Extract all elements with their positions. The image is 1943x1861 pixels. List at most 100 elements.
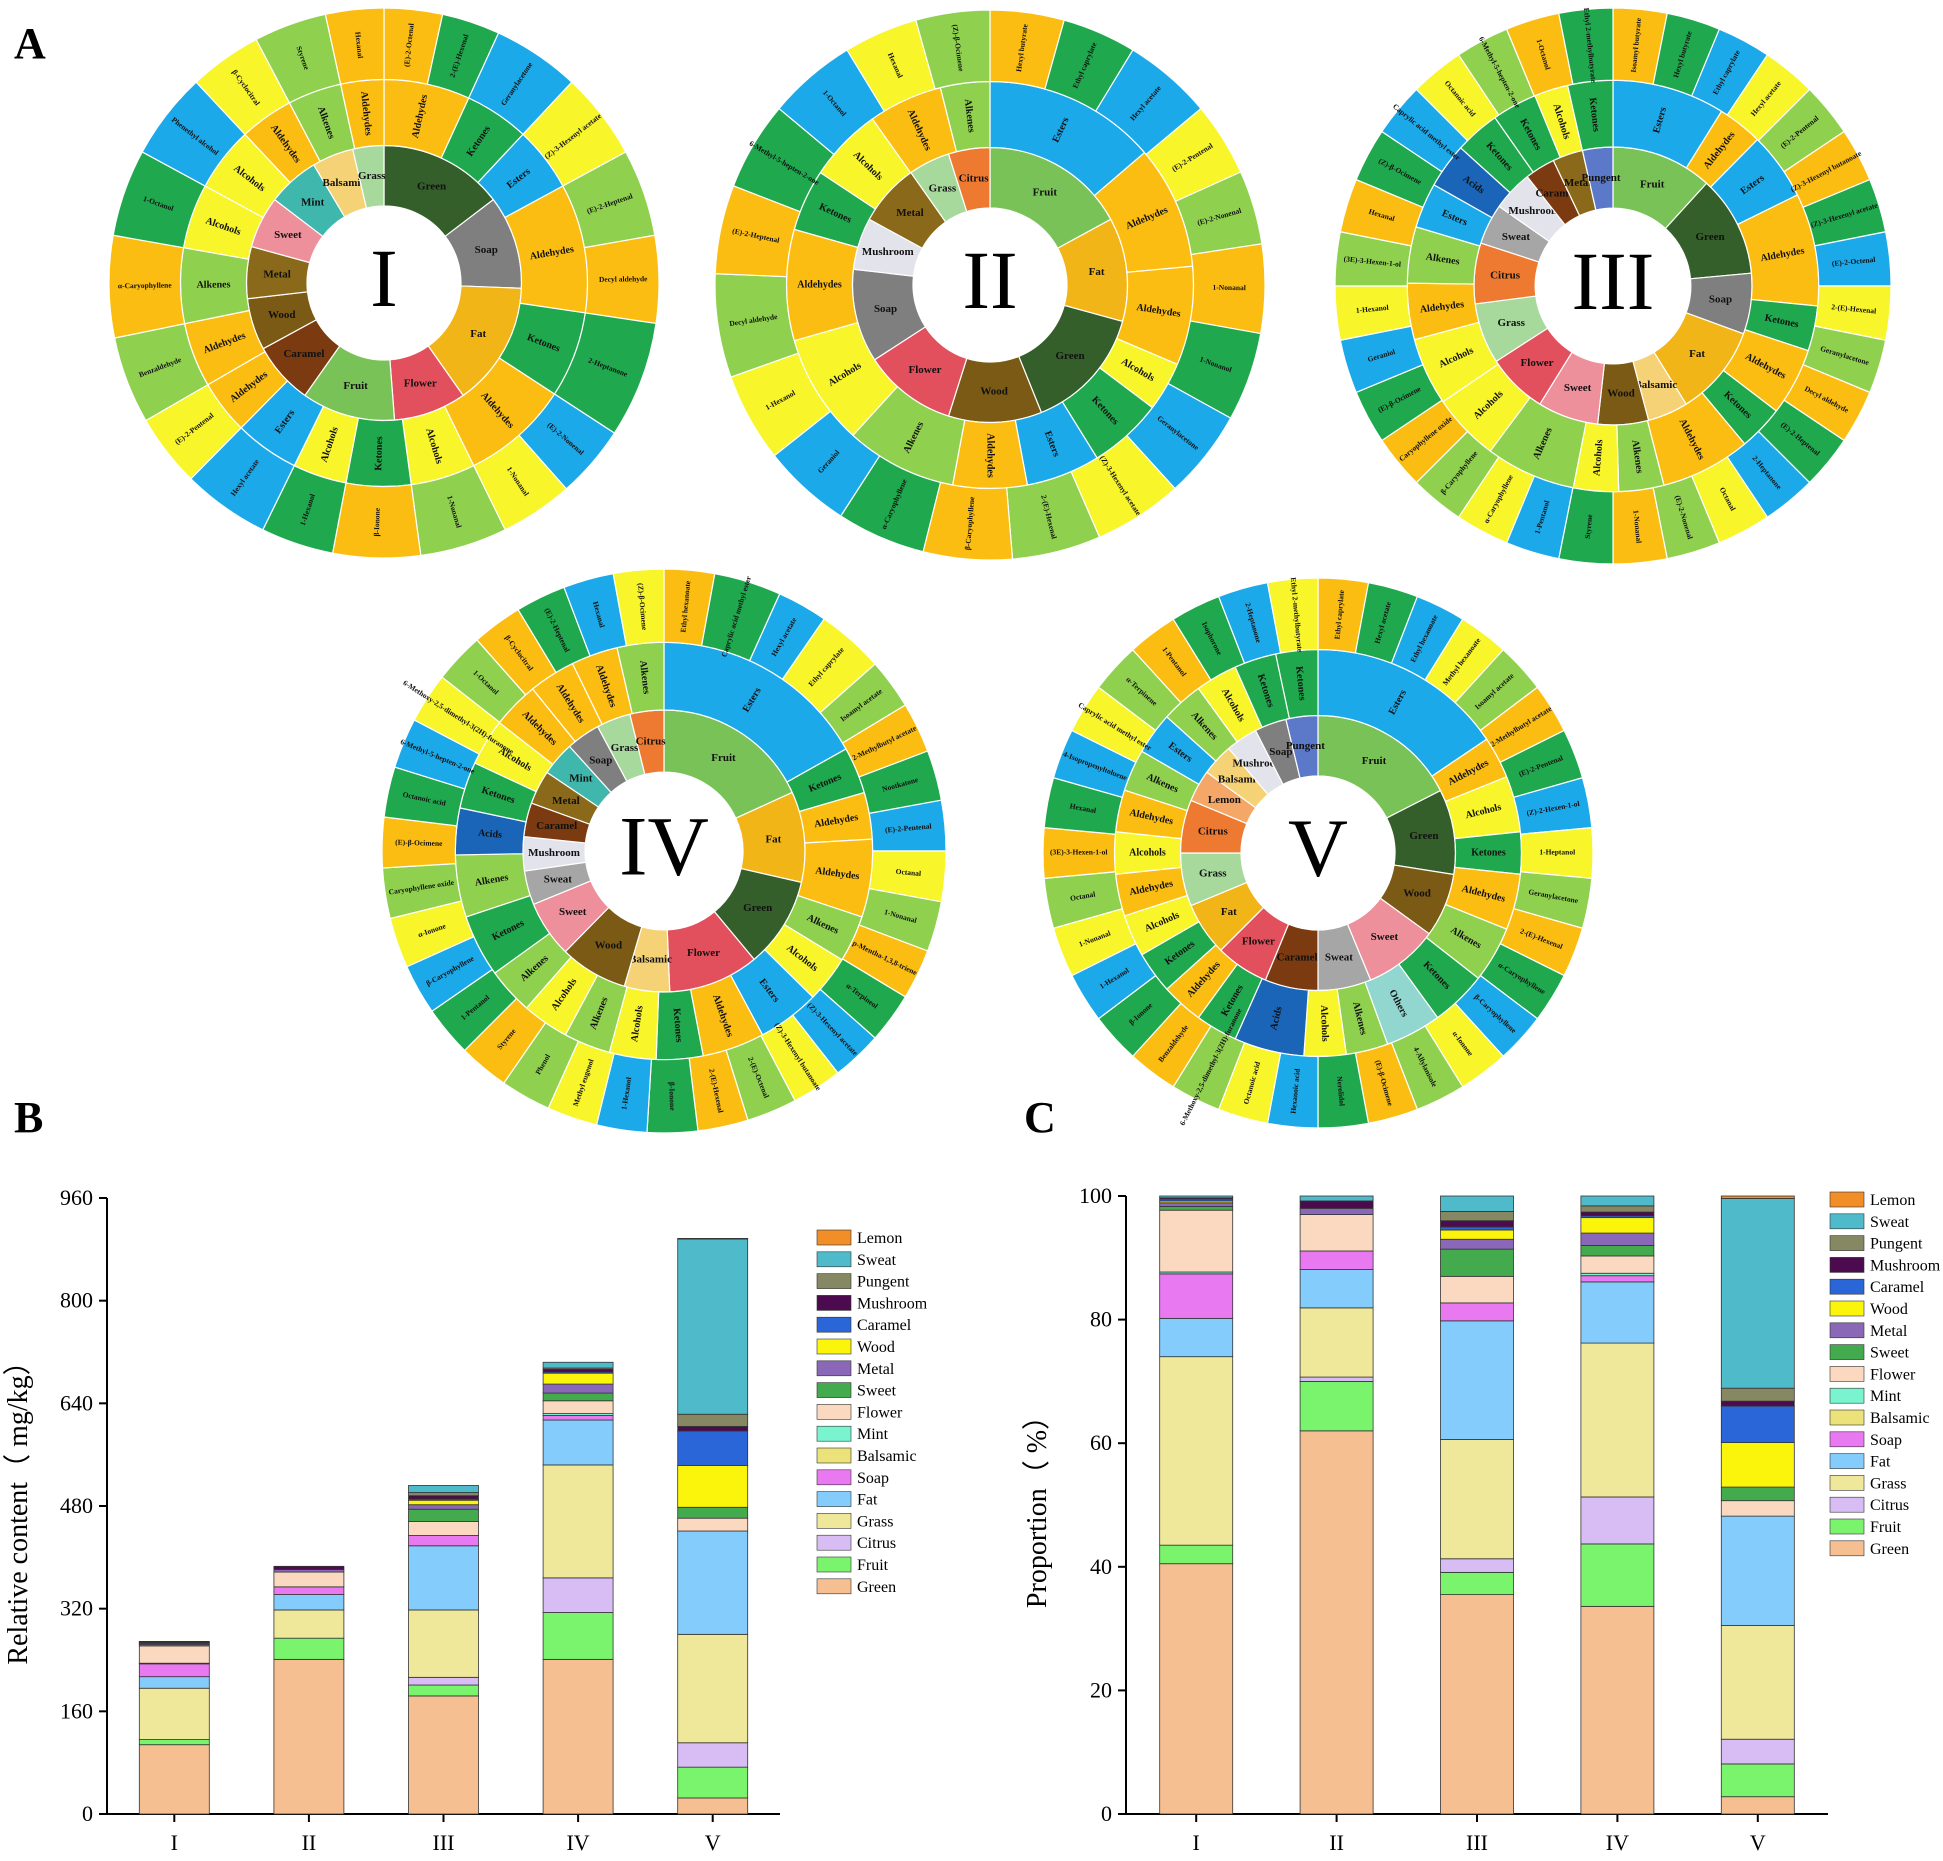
sunburst-label: Wood — [1607, 388, 1635, 400]
bar-sweet-v — [677, 1506, 749, 1519]
legend-swatch-metal — [816, 1360, 852, 1377]
sunburst-label: Mint — [301, 196, 325, 208]
sunburst-label: Mint — [569, 773, 593, 785]
sunburst-label: Acids — [478, 828, 503, 841]
bar-pungent-iii — [408, 1492, 479, 1497]
legend-swatch-wood — [1829, 1300, 1865, 1317]
bar-sweat-iv — [542, 1361, 614, 1369]
bar-mushroom-ii — [273, 1565, 345, 1570]
bar-grass-iii — [408, 1609, 479, 1678]
legend-label-citrus: Citrus — [857, 1535, 896, 1552]
sunburst-label: Soap — [475, 244, 498, 256]
legend-label-balsamic: Balsamic — [857, 1448, 917, 1465]
legend-label-soap: Soap — [857, 1470, 889, 1487]
sunburst-label: Alkenes — [1629, 439, 1645, 474]
bar-grass-iv — [542, 1464, 614, 1579]
sunburst-label: Octanal — [895, 867, 921, 878]
legend-label-fat: Fat — [857, 1492, 878, 1509]
sunburst-label: Metal — [896, 207, 923, 219]
x-tick-label: IV — [566, 1830, 589, 1855]
bar-wood-iv — [542, 1372, 614, 1385]
sunburst-label: Hexanoic acid — [1289, 1067, 1302, 1114]
bar-sweet-iii — [408, 1508, 479, 1522]
sunburst-label: Green — [417, 180, 446, 192]
legend-label-mushroom: Mushroom — [857, 1295, 928, 1312]
bar-grass-i — [1159, 1356, 1234, 1546]
y-tick-label: 0 — [1101, 1801, 1112, 1826]
bar-grass-iii — [1440, 1439, 1514, 1560]
sunburst-label: Flower — [908, 364, 941, 376]
sunburst-label: Styrene — [1583, 513, 1594, 539]
bar-mushroom-i — [138, 1640, 210, 1643]
legend-label-sweat: Sweat — [1870, 1214, 1910, 1231]
sunburst-label: Fruit — [1640, 178, 1665, 190]
legend-swatch-citrus — [1829, 1496, 1865, 1513]
sunburst-label: Green — [1695, 231, 1724, 243]
sunburst-label: Ketones — [1587, 97, 1602, 133]
bar-flower-iv — [542, 1400, 614, 1415]
sunburst-center — [913, 208, 1067, 362]
y-tick-label: 640 — [60, 1390, 93, 1415]
legend-swatch-sweat — [816, 1251, 852, 1268]
bar-fat-ii — [273, 1594, 345, 1611]
bar-green-iii — [408, 1695, 479, 1815]
x-tick-label: II — [1329, 1830, 1344, 1855]
sunburst-label: (Z)-β-Ocimene — [636, 583, 649, 632]
bar-flower-v — [677, 1517, 749, 1532]
sunburst-label: (E)-β-Ocimene — [395, 838, 443, 848]
legend-swatch-metal — [1829, 1322, 1865, 1339]
bar-fat-ii — [1299, 1269, 1374, 1309]
sunburst-label: Nerolidol — [1335, 1076, 1347, 1107]
bar-wood-v — [1720, 1442, 1795, 1488]
sunburst-label: Aldehydes — [358, 91, 374, 136]
sunburst-label: (3E)-3-Hexen-1-ol — [1050, 848, 1107, 857]
bar-mushroom-iii — [408, 1495, 479, 1500]
sunburst-label: Ketones — [373, 436, 385, 471]
x-tick-label: IV — [1606, 1830, 1629, 1855]
legend-label-sweet: Sweet — [857, 1383, 897, 1400]
sunburst-label: Metal — [1564, 177, 1591, 189]
sunburst-label: Sweat — [1502, 231, 1530, 243]
legend-label-pungent: Pungent — [1870, 1236, 1923, 1253]
legend-swatch-mushroom — [1829, 1257, 1865, 1273]
y-tick-label: 960 — [60, 1185, 93, 1210]
panel-label-c: C — [1024, 1093, 1056, 1142]
bar-fruit-i — [138, 1739, 210, 1746]
sunburst-center-label: V — [1288, 802, 1348, 894]
y-tick-label: 0 — [82, 1801, 93, 1826]
panel-label-b: B — [14, 1093, 43, 1142]
bar-mushroom-iv — [1580, 1211, 1655, 1217]
legend-swatch-lemon — [1829, 1191, 1865, 1208]
bar-metal-i — [1159, 1202, 1234, 1207]
bar-wood-v — [677, 1465, 749, 1508]
sunburst-label: Mushroom — [528, 847, 580, 859]
sunburst-label: Flower — [1242, 936, 1275, 948]
bar-grass-iv — [1580, 1342, 1655, 1498]
bar-pungent-iii — [1440, 1211, 1514, 1222]
bar-citrus-iii — [408, 1676, 479, 1686]
y-tick-label: 40 — [1090, 1554, 1112, 1579]
bar-caramel-iii — [1440, 1226, 1514, 1231]
legend-swatch-flower — [816, 1404, 852, 1420]
sunburst-label: Soap — [1269, 746, 1292, 758]
sunburst-label: Alkenes — [1425, 252, 1460, 268]
bar-mushroom-v — [677, 1426, 749, 1432]
sunburst-label: Fat — [1221, 906, 1237, 918]
legend-swatch-pungent — [816, 1273, 852, 1289]
sunburst-segment — [915, 9, 991, 90]
sunburst-label: Aldehydes — [797, 279, 842, 290]
sunburst-label: Sweet — [559, 906, 587, 918]
legend-label-flower: Flower — [857, 1404, 903, 1421]
sunburst-label: Citrus — [959, 173, 990, 185]
legend-label-green: Green — [1870, 1541, 1909, 1558]
sunburst-label: Hexanal — [353, 31, 365, 58]
bar-metal-iii — [408, 1504, 479, 1510]
bar-flower-iv — [1580, 1255, 1655, 1274]
legend-label-lemon: Lemon — [1870, 1192, 1915, 1209]
sunburst-label: Alcohols — [1591, 439, 1605, 477]
legend-swatch-pungent — [1829, 1235, 1865, 1251]
sunburst-label: Fruit — [1362, 755, 1387, 767]
y-tick-label: 20 — [1090, 1677, 1112, 1702]
y-axis-title: Proportion（ %） — [1021, 1402, 1053, 1608]
